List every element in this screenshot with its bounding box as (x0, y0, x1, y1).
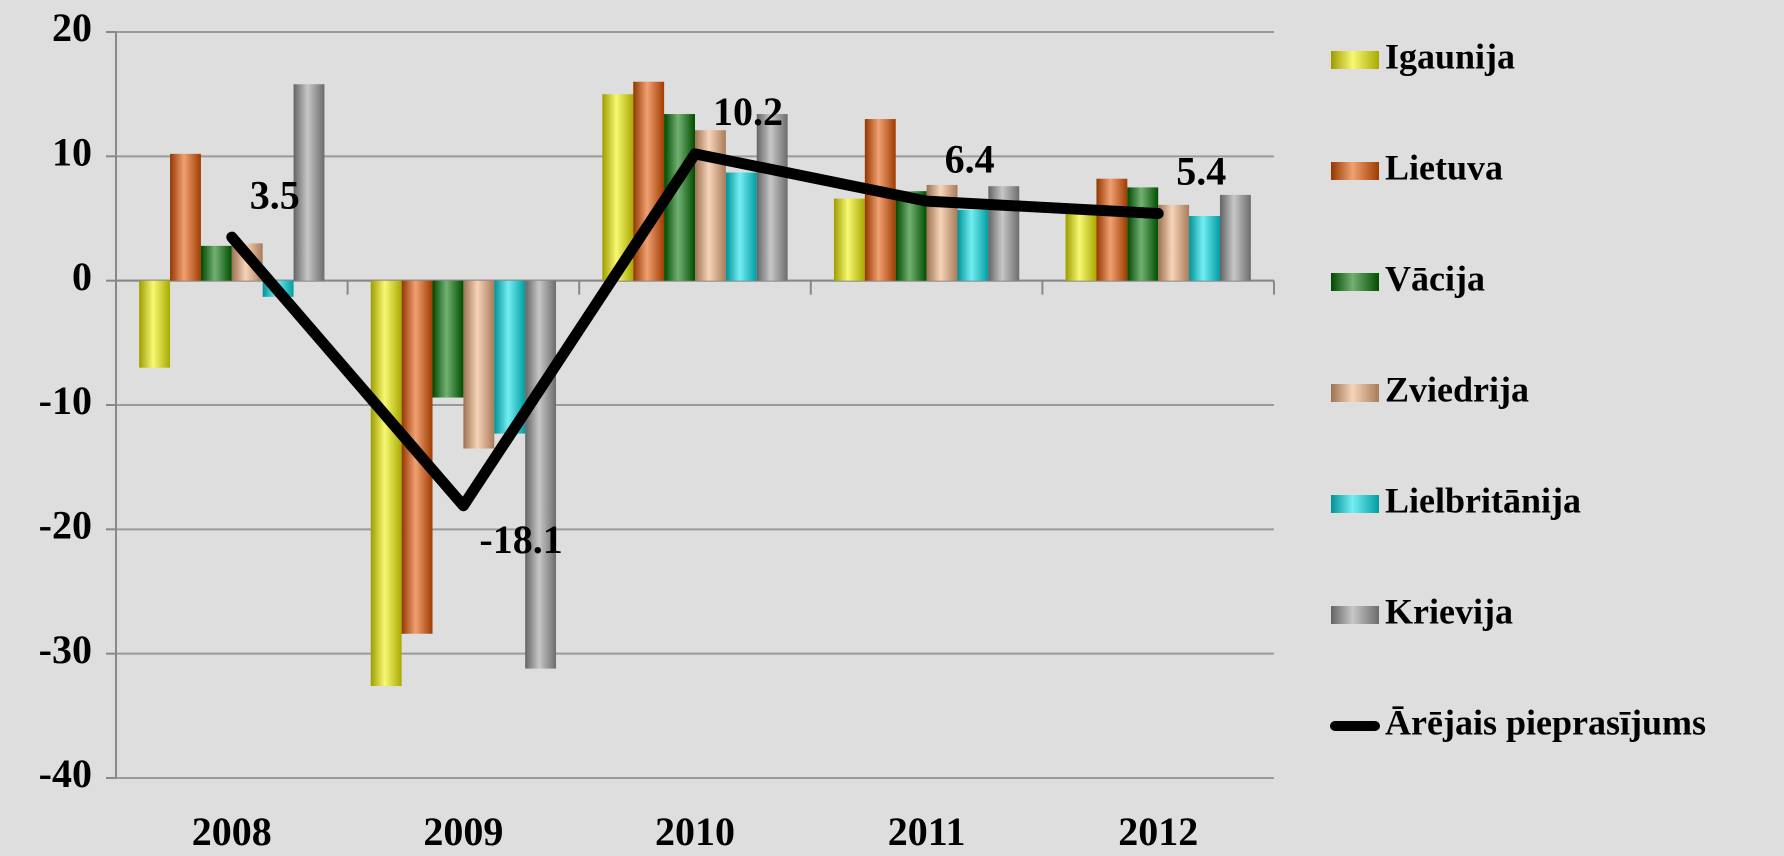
bar (494, 280, 526, 434)
bar (957, 209, 989, 281)
bar (1127, 187, 1159, 281)
y-tick-label: 0 (72, 254, 92, 299)
data-label: 10.2 (713, 89, 783, 134)
bar (432, 280, 464, 398)
legend-label: Igaunija (1385, 36, 1515, 76)
bar (293, 84, 325, 281)
legend-swatch (1331, 606, 1379, 624)
bar (1096, 178, 1128, 281)
data-label: 6.4 (945, 136, 995, 181)
bar (463, 280, 495, 449)
bar (370, 280, 402, 686)
bar (139, 280, 171, 368)
bar (633, 81, 665, 281)
bar (1158, 204, 1190, 281)
legend-swatch (1331, 273, 1379, 291)
data-label: 5.4 (1176, 149, 1226, 194)
legend-label: Lielbritānija (1385, 480, 1581, 520)
x-tick-label: 2012 (1118, 809, 1198, 854)
legend-swatch (1331, 162, 1379, 180)
legend-label: Ārējais pieprasījums (1385, 702, 1706, 742)
bar (1065, 212, 1097, 281)
y-tick-label: -20 (39, 503, 92, 548)
x-tick-label: 2010 (655, 809, 735, 854)
legend-label: Vācija (1385, 258, 1485, 298)
legend-swatch (1331, 384, 1379, 402)
x-tick-label: 2009 (423, 809, 503, 854)
y-tick-label: -30 (39, 627, 92, 672)
y-tick-label: -40 (39, 751, 92, 796)
bar (725, 172, 757, 281)
line-series (226, 148, 1164, 512)
bar (170, 153, 201, 281)
bar (525, 280, 557, 669)
data-label: -18.1 (479, 517, 562, 562)
data-label: 3.5 (250, 172, 300, 217)
x-tick-label: 2011 (888, 809, 966, 854)
x-tick-label: 2008 (192, 809, 272, 854)
bar (1189, 216, 1220, 281)
y-tick-label: 20 (52, 5, 92, 50)
bar (864, 119, 896, 281)
bar (833, 198, 865, 281)
y-tick-label: -10 (39, 378, 92, 423)
legend-label: Krievija (1385, 591, 1513, 631)
bar (895, 191, 927, 281)
legend-swatch (1331, 51, 1379, 69)
bar (200, 245, 232, 281)
legend-label: Zviedrija (1385, 369, 1529, 409)
bar (756, 114, 788, 281)
legend-label: Lietuva (1385, 147, 1503, 187)
y-tick-label: 10 (52, 130, 92, 175)
legend-swatch (1331, 495, 1379, 513)
bar (1219, 194, 1251, 281)
